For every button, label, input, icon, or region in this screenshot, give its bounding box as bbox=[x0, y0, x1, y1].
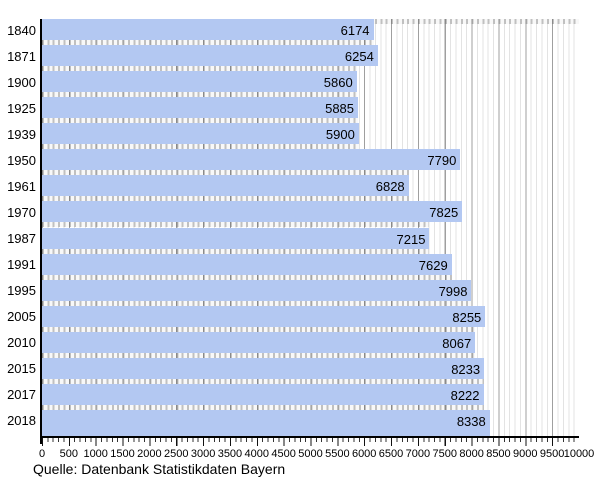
row-gap-tick-strip bbox=[42, 404, 484, 410]
y-axis-year-label: 1950 bbox=[7, 152, 36, 168]
bar-value-label: 5885 bbox=[325, 101, 355, 117]
y-axis-year-label: 1970 bbox=[7, 204, 36, 220]
y-axis-year-label: 2010 bbox=[7, 335, 36, 351]
x-axis-tick-label: 7000 bbox=[405, 448, 431, 460]
y-axis-year-label: 2018 bbox=[7, 413, 36, 429]
bar: 7215 bbox=[42, 227, 430, 249]
bar: 8338 bbox=[42, 409, 490, 436]
x-axis-tick-label: 0 bbox=[38, 448, 46, 460]
x-axis-tick-label: 1500 bbox=[110, 448, 135, 460]
row-gap-tick-strip bbox=[42, 274, 452, 280]
x-axis-tick-label: 500 bbox=[59, 448, 79, 460]
y-axis-year-label: 1871 bbox=[7, 48, 36, 64]
x-axis-tick-label: 6000 bbox=[351, 448, 377, 460]
bar: 8233 bbox=[42, 357, 485, 379]
x-axis-line bbox=[40, 436, 579, 438]
y-axis-year-label: 2017 bbox=[7, 387, 36, 403]
bar: 7790 bbox=[42, 149, 461, 171]
x-axis-tick-label: 10000 bbox=[563, 448, 595, 460]
y-axis-year-label: 1991 bbox=[7, 257, 36, 273]
bar-value-label: 8222 bbox=[450, 387, 480, 403]
row-gap-tick-strip bbox=[42, 66, 357, 72]
y-axis-year-label: 1925 bbox=[7, 100, 36, 116]
x-axis-tick-label: 8000 bbox=[459, 448, 484, 460]
x-axis-tick-label: 6500 bbox=[378, 448, 404, 460]
row-gap-tick-strip bbox=[42, 196, 409, 202]
bar: 8255 bbox=[42, 305, 486, 327]
bar-value-label: 7215 bbox=[396, 231, 426, 247]
bar: 5860 bbox=[42, 71, 357, 93]
y-axis-year-label: 1987 bbox=[7, 231, 36, 246]
bar: 7998 bbox=[42, 279, 472, 301]
x-axis-tick-label: 1000 bbox=[83, 448, 108, 460]
y-axis-year-label: 1961 bbox=[7, 178, 36, 194]
y-axis-year-label: 1840 bbox=[7, 22, 36, 38]
x-axis-tick-label: 2500 bbox=[164, 448, 189, 460]
x-axis-tick-label: 5500 bbox=[325, 448, 350, 460]
y-axis-year-label: 1939 bbox=[7, 126, 36, 142]
x-axis-tick-label: 3500 bbox=[217, 448, 243, 460]
bar: 7825 bbox=[42, 201, 463, 223]
x-axis-tick-label: 9000 bbox=[513, 448, 538, 460]
row-gap-tick-strip bbox=[42, 170, 409, 176]
row-gap-tick-strip bbox=[42, 144, 359, 150]
x-axis-tick-marks bbox=[42, 438, 579, 446]
plot-area: 6174 6254 5860 5885 5900 7790 6828 7825 7215 7629… bbox=[42, 19, 579, 436]
row-gap-tick-strip bbox=[42, 326, 476, 332]
bar-value-label: 8255 bbox=[452, 309, 482, 325]
bar-value-label: 7998 bbox=[438, 283, 468, 299]
bar-value-label: 6174 bbox=[340, 23, 370, 38]
x-axis-tick-label: 3000 bbox=[190, 448, 216, 460]
x-axis-tick-label: 5000 bbox=[298, 448, 323, 460]
y-axis-year-label: 2015 bbox=[7, 361, 36, 377]
bar: 8067 bbox=[42, 331, 476, 353]
bar-value-label: 8233 bbox=[451, 361, 481, 377]
x-axis-tick-label: 4000 bbox=[244, 448, 270, 460]
bar-value-label: 8067 bbox=[442, 335, 472, 351]
x-axis-tick-label: 9500 bbox=[539, 448, 565, 460]
y-axis-year-label: 2005 bbox=[7, 309, 36, 325]
bar: 7629 bbox=[42, 253, 452, 275]
row-gap-tick-strip bbox=[42, 40, 374, 46]
bar-value-label: 6828 bbox=[375, 179, 405, 195]
bar: 5900 bbox=[42, 123, 359, 145]
row-gap-tick-strip bbox=[42, 248, 430, 254]
bar-value-label: 7825 bbox=[429, 205, 459, 221]
bar-value-label: 7790 bbox=[427, 153, 457, 169]
row-gap-tick-strip bbox=[42, 222, 430, 228]
row-gap-tick-strip bbox=[42, 92, 357, 98]
bar-value-label: 8338 bbox=[456, 413, 486, 429]
source-caption: Quelle: Datenbank Statistikdaten Bayern bbox=[33, 461, 286, 477]
x-axis-tick-label: 2000 bbox=[137, 448, 162, 460]
bar: 5885 bbox=[42, 97, 359, 119]
x-axis-tick-label: 8500 bbox=[486, 448, 511, 460]
row-gap-tick-strip bbox=[42, 118, 359, 124]
bar: 6174 bbox=[42, 19, 374, 40]
y-axis-year-label: 1995 bbox=[7, 283, 36, 299]
bar-value-label: 7629 bbox=[418, 257, 448, 273]
bar-value-label: 5860 bbox=[323, 75, 353, 91]
x-axis-tick-label: 7500 bbox=[432, 448, 457, 460]
y-axis-line bbox=[40, 19, 42, 444]
bar: 6828 bbox=[42, 175, 409, 197]
y-axis-year-label: 1900 bbox=[7, 74, 36, 90]
bar-value-label: 5900 bbox=[325, 127, 355, 143]
bar-value-label: 6254 bbox=[344, 49, 374, 65]
row-gap-tick-strip bbox=[42, 378, 484, 384]
bar: 8222 bbox=[42, 383, 484, 405]
bar: 6254 bbox=[42, 45, 378, 67]
x-axis-tick-label: 4500 bbox=[271, 448, 296, 460]
row-gap-tick-strip bbox=[42, 352, 476, 358]
row-gap-tick-strip bbox=[42, 300, 472, 306]
